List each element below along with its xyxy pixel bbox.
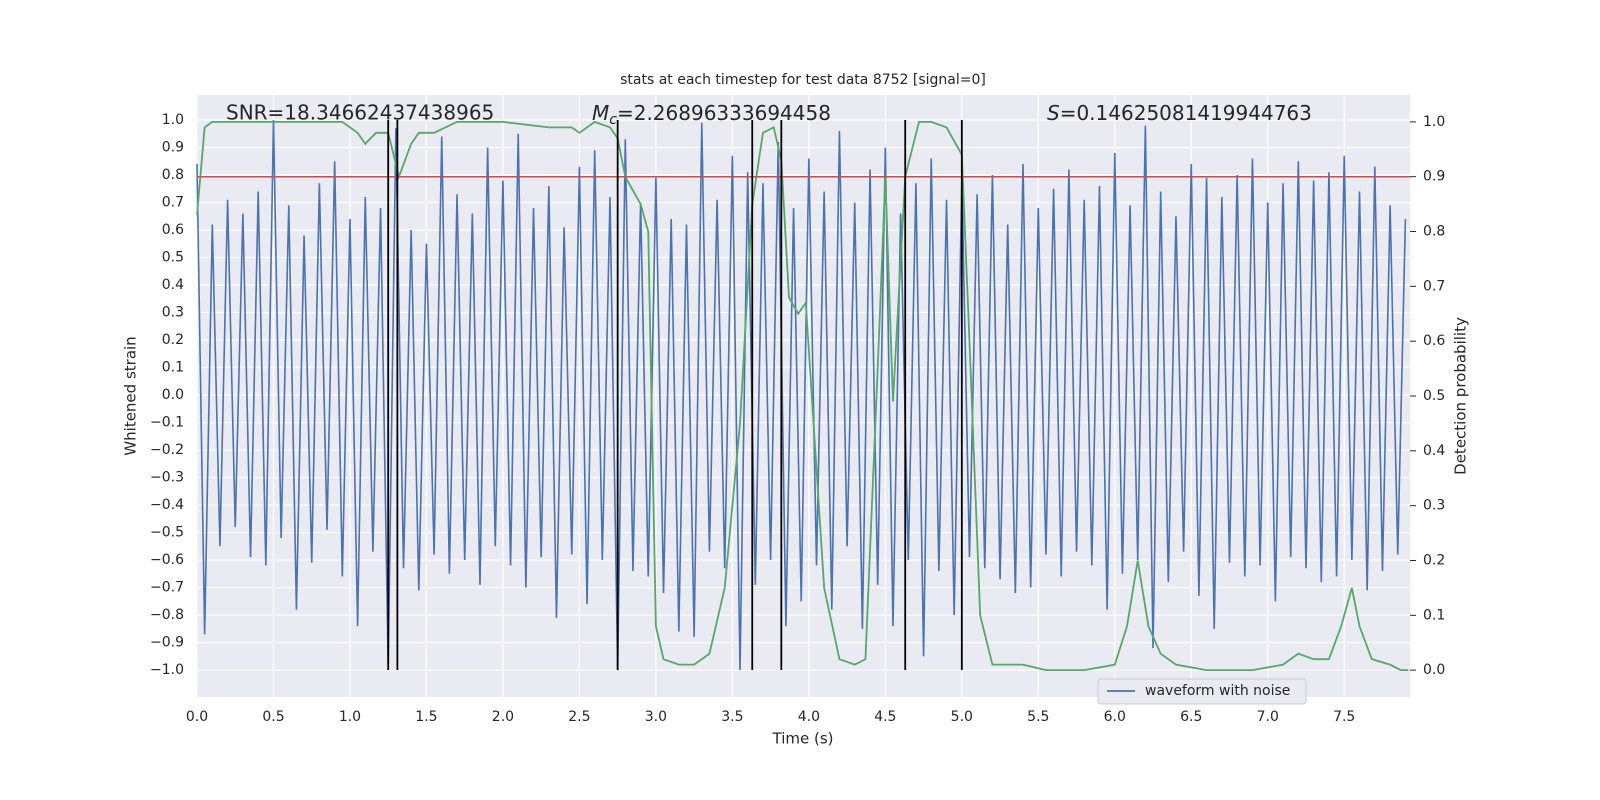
y2-tick-label: 0.9 — [1423, 169, 1445, 185]
s-annotation: S=0.14625081419944763 — [1047, 101, 1312, 125]
y-tick-label: −1.0 — [150, 662, 184, 678]
y-tick-label: 1.0 — [162, 112, 184, 128]
y2-tick-label: 0.5 — [1423, 388, 1445, 404]
y-tick-label: −0.4 — [150, 497, 184, 513]
x-tick-label: 7.0 — [1257, 709, 1279, 725]
y-tick-label: 0.4 — [162, 277, 184, 293]
x-tick-label: 1.5 — [415, 709, 437, 725]
x-tick-label: 6.5 — [1180, 709, 1202, 725]
y2-tick-label: 0.7 — [1423, 278, 1445, 294]
mc-value: =2.26896333694458 — [617, 101, 831, 125]
x-axis-label: Time (s) — [772, 730, 834, 748]
y2-tick-label: 0.6 — [1423, 333, 1445, 349]
x-tick-label: 2.5 — [568, 709, 590, 725]
y-tick-label: 0.7 — [162, 195, 184, 211]
y2-axis-label: Detection probability — [1452, 317, 1470, 475]
mc-symbol: M — [592, 101, 609, 125]
y-tick-label: −0.3 — [150, 470, 184, 486]
y-tick-label: 0.8 — [162, 167, 184, 183]
x-tick-label: 6.0 — [1104, 709, 1126, 725]
y-tick-label: −0.5 — [150, 525, 184, 541]
mc-subscript: c — [609, 112, 617, 128]
x-tick-label: 3.0 — [645, 709, 667, 725]
y2-tick-label: 0.1 — [1423, 607, 1445, 623]
s-value: =0.14625081419944763 — [1060, 101, 1312, 125]
x-tick-label: 4.5 — [874, 709, 896, 725]
snr-annotation: SNR=18.34662437438965 — [226, 101, 494, 125]
y-tick-label: 0.5 — [162, 250, 184, 266]
y2-tick-label: 0.8 — [1423, 224, 1445, 240]
series-line — [196, 120, 1407, 671]
y2-tick-label: 0.0 — [1423, 662, 1445, 678]
x-tick-label: 0.5 — [262, 709, 284, 725]
x-tick-label: 3.5 — [721, 709, 743, 725]
y-tick-label: 0.6 — [162, 222, 184, 238]
y-tick-label: −0.6 — [150, 552, 184, 568]
y-axis-label: Whitened strain — [122, 336, 140, 455]
y-tick-label: −0.8 — [150, 607, 184, 623]
y-tick-label: −0.1 — [150, 415, 184, 431]
y-tick-label: 0.9 — [162, 140, 184, 156]
y2-tick-label: 1.0 — [1423, 114, 1445, 130]
legend-label: waveform with noise — [1145, 683, 1290, 699]
y-tick-label: 0.0 — [162, 387, 184, 403]
y-tick-label: −0.2 — [150, 442, 184, 458]
y2-tick-label: 0.4 — [1423, 443, 1445, 459]
x-tick-label: 1.0 — [339, 709, 361, 725]
y2-tick-label: 0.2 — [1423, 552, 1445, 568]
y2-tick-label: 0.3 — [1423, 498, 1445, 514]
series-line — [196, 120, 1409, 672]
x-tick-label: 7.5 — [1333, 709, 1355, 725]
y-tick-label: 0.1 — [162, 360, 184, 376]
y-tick-label: −0.9 — [150, 635, 184, 651]
x-tick-label: 4.0 — [798, 709, 820, 725]
legend-box — [1097, 678, 1307, 705]
mc-annotation: Mc=2.26896333694458 — [592, 101, 831, 129]
y-tick-label: −0.7 — [150, 580, 184, 596]
y-tick-label: 0.3 — [162, 305, 184, 321]
s-symbol: S — [1047, 101, 1060, 125]
y-tick-label: 0.2 — [162, 332, 184, 348]
x-tick-label: 0.0 — [186, 709, 208, 725]
x-tick-label: 5.5 — [1027, 709, 1049, 725]
plot-background — [197, 95, 1410, 697]
x-tick-label: 2.0 — [492, 709, 514, 725]
x-tick-label: 5.0 — [951, 709, 973, 725]
chart-title: stats at each timestep for test data 875… — [620, 72, 986, 88]
